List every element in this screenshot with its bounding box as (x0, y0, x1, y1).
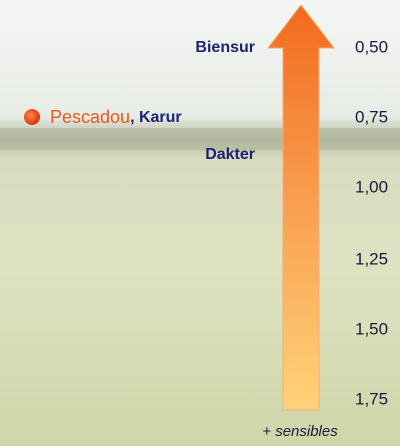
variety-label: Biensur (195, 39, 255, 56)
variety-label: Dakter (205, 146, 255, 163)
scale-label: 1,00 (355, 177, 388, 196)
infographic: 0,50 0,75 1,00 1,25 1,50 1,75 Biensur Pe… (0, 0, 400, 446)
scale-label: 0,75 (355, 107, 388, 126)
background (0, 0, 400, 446)
variety-label: , Karur (130, 109, 182, 126)
scale-label: 1,25 (355, 249, 388, 268)
variety-marked: Pescadou (50, 107, 130, 127)
marker-dot (24, 109, 40, 125)
variety-line: Pescadou, Karur (50, 107, 182, 127)
scale-label: 0,50 (355, 37, 388, 56)
tree-line (0, 128, 400, 150)
footer-label: + sensibles (262, 423, 338, 440)
scale-label: 1,75 (355, 389, 388, 408)
scale-label: 1,50 (355, 319, 388, 338)
